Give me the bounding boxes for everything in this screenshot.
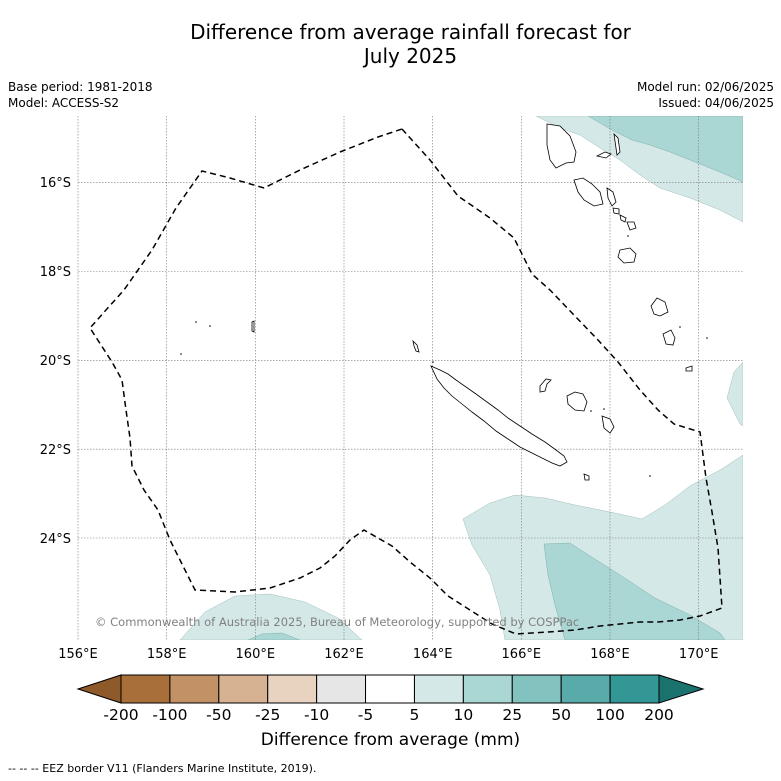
colorbar-segment — [169, 674, 220, 704]
lon-label-156e: 156°E — [58, 647, 98, 662]
ambae-island — [595, 151, 612, 159]
hunter-island — [662, 329, 676, 346]
colorbar-segment — [511, 674, 562, 704]
lon-label-164e: 164°E — [413, 647, 453, 662]
lon-label-160e: 160°E — [236, 647, 276, 662]
graticule — [77, 116, 743, 640]
malekula-island — [573, 177, 604, 207]
lat-tick-labels: 16°S 18°S 20°S 22°S 24°S — [40, 176, 71, 547]
walpole-island — [685, 365, 693, 372]
belep-islands — [412, 339, 420, 353]
isle-of-pines — [583, 473, 590, 481]
colorbar-tick-label: -10 — [304, 706, 329, 724]
rainfall-anomaly-shading — [179, 116, 743, 640]
coastlines — [251, 123, 693, 481]
colorbar: -200 -100 -50 -25 -10 -5 5 10 25 50 100 200 — [76, 674, 705, 724]
colorbar-tick-label: 10 — [453, 706, 473, 724]
lat-label-22s: 22°S — [40, 443, 71, 458]
colorbar-tick-label: 200 — [644, 706, 674, 724]
lon-label-170e: 170°E — [679, 647, 719, 662]
colorbar-segment — [218, 674, 269, 704]
colorbar-segment — [413, 674, 464, 704]
eez-footnote: -- -- -- EEZ border V11 (Flanders Marine… — [8, 762, 317, 775]
erromango-island — [617, 247, 637, 264]
title-line-2: July 2025 — [363, 44, 458, 68]
shepherd-islands — [619, 214, 627, 223]
colorbar-tick-label: 25 — [502, 706, 522, 724]
espiritu-santo-island — [546, 123, 577, 169]
colorbar-tick-label: 100 — [595, 706, 625, 724]
colorbar-segment — [365, 674, 415, 704]
base-period-text: Base period: 1981-2018 — [8, 80, 153, 94]
colorbar-tick-label: -200 — [103, 706, 138, 724]
colorbar-segment — [267, 674, 318, 704]
chart-title: Difference from average rainfall forecas… — [0, 20, 781, 68]
shade-ne-medium — [587, 116, 743, 183]
small-islets — [180, 235, 708, 477]
shade-east-light — [726, 361, 743, 427]
shade-sw-medium — [247, 632, 301, 640]
lat-label-16s: 16°S — [40, 176, 71, 191]
epi-island — [612, 207, 620, 215]
efate-island — [626, 221, 637, 231]
lat-label-18s: 18°S — [40, 265, 71, 280]
colorbar-over-extension — [658, 674, 705, 704]
maewo-island — [613, 132, 621, 156]
colorbar-tick-label: -5 — [358, 706, 373, 724]
colorbar-segment — [120, 674, 171, 704]
new-caledonia-island — [430, 365, 568, 467]
lon-label-158e: 158°E — [147, 647, 187, 662]
colorbar-under-extension — [76, 674, 122, 704]
pentecost-island — [606, 187, 617, 207]
title-line-1: Difference from average rainfall forecas… — [190, 20, 631, 44]
colorbar-label: Difference from average (mm) — [260, 730, 521, 750]
colorbar-tick-label: 5 — [410, 706, 420, 724]
mare-island — [601, 415, 615, 434]
colorbar-segment — [560, 674, 611, 704]
shade-sw-light — [179, 593, 363, 640]
model-text: Model: ACCESS-S2 — [8, 96, 120, 110]
lon-label-168e: 168°E — [590, 647, 630, 662]
eez-border — [89, 128, 723, 635]
colorbar-segment — [316, 674, 367, 704]
colorbar-tick-label: -50 — [206, 706, 231, 724]
copyright-watermark: © Commonwealth of Australia 2025, Bureau… — [95, 615, 579, 629]
colorbar-segments — [120, 674, 660, 704]
shade-se-medium — [543, 542, 726, 640]
chesterfield-island — [251, 320, 255, 333]
colorbar-segment — [609, 674, 660, 704]
meta-left: Base period: 1981-2018 Model: ACCESS-S2 — [8, 79, 153, 111]
lon-label-162e: 162°E — [324, 647, 364, 662]
meta-right: Model run: 02/06/2025 Issued: 04/06/2025 — [637, 79, 774, 111]
colorbar-segment — [462, 674, 513, 704]
colorbar-tick-label: -25 — [255, 706, 280, 724]
colorbar-tick-label: 50 — [551, 706, 571, 724]
model-run-text: Model run: 02/06/2025 — [636, 80, 774, 94]
lat-label-20s: 20°S — [40, 354, 71, 369]
colorbar-tick-labels: -200 -100 -50 -25 -10 -5 5 10 25 50 100 200 — [103, 706, 673, 724]
matthew-island — [650, 297, 669, 317]
lon-label-166e: 166°E — [502, 647, 542, 662]
lat-label-24s: 24°S — [40, 532, 71, 547]
lifou-island — [566, 391, 588, 412]
lon-tick-labels: 156°E 158°E 160°E 162°E 164°E 166°E 168°… — [58, 647, 718, 662]
colorbar-tick-label: -100 — [152, 706, 187, 724]
ouvea-island — [539, 378, 552, 393]
issued-text: Issued: 04/06/2025 — [658, 96, 774, 110]
shade-se-light — [462, 454, 743, 640]
